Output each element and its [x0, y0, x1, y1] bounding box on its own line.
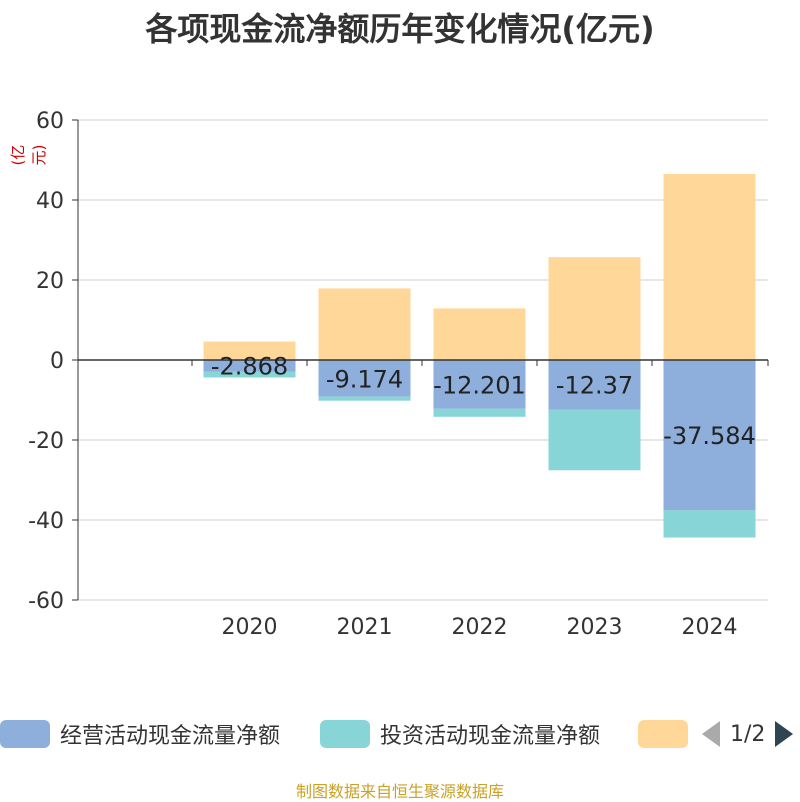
legend: 经营活动现金流量净额 投资活动现金流量净额 1/2: [0, 716, 800, 752]
x-tick-label: 2023: [567, 615, 623, 640]
data-source-note: 制图数据来自恒生聚源数据库: [295, 782, 504, 801]
bar-2022-series-1: [433, 408, 526, 417]
y-tick-label: 40: [36, 189, 64, 214]
y-tick-label: 20: [36, 269, 64, 294]
bar-2021-series-0: [318, 360, 411, 397]
legend-item-investing[interactable]: 投资活动现金流量净额: [320, 716, 600, 752]
y-tick-label: -20: [28, 429, 64, 454]
bar-2020-series-2: [203, 341, 296, 360]
bar-2020-series-0: [203, 360, 296, 372]
legend-next-page-icon[interactable]: [775, 721, 794, 747]
legend-label-investing: 投资活动现金流量净额: [380, 724, 601, 749]
data-label-2020: -2.868: [211, 353, 288, 381]
legend-pager: 1/2: [702, 716, 794, 752]
bar-chart: 60 40 20 0 -20 -40 -60 -2.868 -9.174 -12.201 -12.3…: [28, 109, 769, 640]
legend-page-indicator: 1/2: [730, 721, 766, 747]
x-tick-label: 2022: [452, 615, 508, 640]
data-label-2023: -12.37: [556, 372, 633, 400]
x-tick-label: 2020: [222, 615, 278, 640]
legend-prev-page-icon[interactable]: [702, 721, 720, 747]
data-label-2021: -9.174: [326, 365, 403, 393]
x-tick-label: 2024: [682, 615, 738, 640]
legend-swatch-investing: [320, 720, 370, 748]
y-tick-label: -40: [28, 509, 64, 534]
bar-2023-series-0: [548, 360, 641, 410]
y-tick-label: 0: [50, 349, 64, 374]
data-label-2022: -12.201: [433, 371, 526, 399]
bar-2024-series-2: [663, 174, 756, 360]
bar-2023-series-1: [548, 409, 641, 471]
bar-2021-series-2: [318, 288, 411, 360]
x-tick-label: 2021: [337, 615, 393, 640]
chart-title: 各项现金流净额历年变化情况(亿元): [145, 10, 655, 48]
bar-2023-series-2: [548, 257, 641, 360]
bar-2024-series-0: [663, 360, 756, 511]
data-label-2024: -37.584: [663, 422, 756, 450]
legend-label-operating: 经营活动现金流量净额: [60, 724, 281, 749]
y-tick-label: 60: [36, 109, 64, 134]
bar-2022-series-2: [433, 308, 526, 360]
legend-swatch-financing: [638, 720, 688, 748]
y-tick-label: -60: [28, 589, 64, 614]
legend-item-operating[interactable]: 经营活动现金流量净额: [0, 716, 280, 752]
legend-swatch-operating: [0, 720, 50, 748]
bar-2022-series-0: [433, 360, 526, 409]
bar-2024-series-1: [663, 510, 756, 538]
bar-2021-series-1: [318, 396, 411, 401]
legend-item-financing[interactable]: [638, 716, 688, 752]
bar-2020-series-1: [203, 371, 296, 378]
